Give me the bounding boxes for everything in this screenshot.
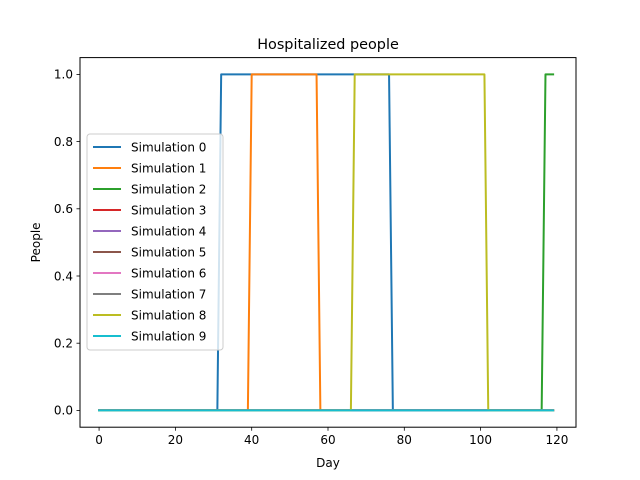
x-axis-ticks: 0 20 40 60 80 100 120: [95, 427, 568, 447]
legend-label-7: Simulation 7: [131, 287, 206, 301]
y-tick-label: 0.2: [54, 337, 73, 351]
legend-label-9: Simulation 9: [131, 329, 206, 343]
legend-items: Simulation 0 Simulation 1 Simulation 2 Simu…: [93, 140, 206, 343]
x-tick-label: 80: [397, 433, 412, 447]
y-tick-label: 0.4: [54, 269, 73, 283]
legend-label-5: Simulation 5: [131, 245, 206, 259]
y-tick-label: 0.0: [54, 404, 73, 418]
legend-label-8: Simulation 8: [131, 308, 206, 322]
chart-title: Hospitalized people: [257, 37, 399, 53]
x-tick-label: 40: [244, 433, 259, 447]
x-axis-label: Day: [316, 456, 340, 470]
x-tick-label: 0: [95, 433, 103, 447]
series-layer: [98, 73, 555, 412]
x-tick-label: 20: [168, 433, 183, 447]
y-axis-label: People: [29, 222, 43, 262]
x-tick-label: 120: [545, 433, 568, 447]
x-tick-label: 100: [469, 433, 492, 447]
legend-label-2: Simulation 2: [131, 182, 206, 196]
x-tick-label: 60: [320, 433, 335, 447]
y-axis-ticks: 0.0 0.2 0.4 0.6 0.8 1.0: [54, 68, 80, 418]
legend-label-1: Simulation 1: [131, 161, 206, 175]
legend: Simulation 0 Simulation 1 Simulation 2 Simu…: [86, 133, 224, 351]
y-tick-label: 0.6: [54, 202, 73, 216]
legend-label-4: Simulation 4: [131, 224, 206, 238]
legend-label-3: Simulation 3: [131, 203, 206, 217]
y-tick-label: 1.0: [54, 68, 73, 82]
legend-label-6: Simulation 6: [131, 266, 206, 280]
y-tick-label: 0.8: [54, 135, 73, 149]
legend-label-0: Simulation 0: [131, 140, 206, 154]
